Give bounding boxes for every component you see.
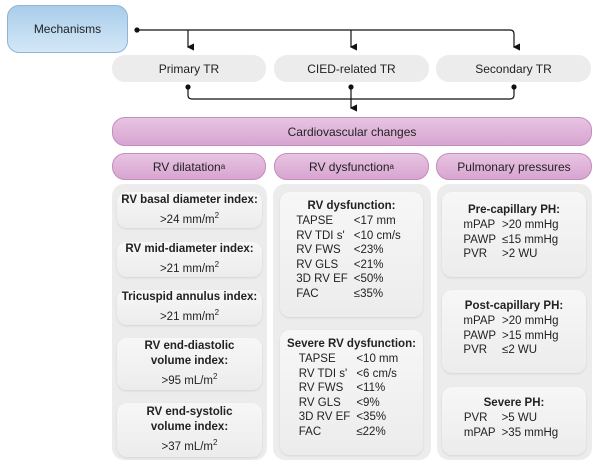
secondary-tr-box: Secondary TR (436, 55, 591, 82)
criteria-label: RV FWS (298, 382, 344, 394)
criteria-row: TAPSE <10 mm (299, 352, 404, 367)
criteria-label: RV TDI s' (296, 229, 345, 242)
dilatation-card: RV end-diastolic volume index: >95 mL/m2 (117, 338, 262, 390)
criteria-row: mPAP >35 mmHg (464, 426, 564, 441)
criteria-row: mPAP >20 mmHg (463, 218, 564, 233)
arrow-secondary (137, 29, 520, 51)
dilatation-card: Tricuspid annulus index: >21 mm/m2 (117, 290, 262, 325)
criteria-label: RV GLS (296, 258, 339, 271)
criteria-value: <11% (356, 382, 386, 394)
criteria-row: PVR >5 WU (464, 411, 564, 426)
criteria-label: PVR (463, 344, 488, 356)
criteria-label: FAC (296, 287, 319, 300)
pulmonary-pressures-header: Pulmonary pressures (436, 153, 592, 180)
criteria-label: PVR (463, 248, 488, 260)
criteria-row: RV TDI s' <10 cm/s (296, 229, 407, 244)
criteria-row: FAC ≤22% (299, 425, 404, 440)
criteria-label: mPAP (463, 315, 496, 327)
criteria-label: mPAP (463, 219, 496, 231)
criteria-value: <21% (353, 258, 384, 271)
rv-dysfunction-card: RV dysfunction: TAPSE <17 mm RV TDI s' <10 … (280, 192, 423, 317)
criteria-row: RV GLS <9% (299, 396, 404, 411)
criteria-label: 3D RV EF (296, 273, 348, 285)
criteria-row: 3D RV EF <50% (296, 272, 407, 287)
criteria-value: ≤2 WU (502, 344, 538, 356)
criteria-row: PAWP >15 mmHg (463, 329, 564, 344)
pre-capillary-card: Pre-capillary PH: mPAP >20 mmHg PAWP ≤15 mmH… (442, 192, 586, 277)
card-title: RV dysfunction: (307, 200, 396, 212)
criteria-row: FAC ≤35% (296, 287, 407, 302)
criteria-row: mPAP >20 mmHg (463, 314, 564, 329)
criteria-value: >20 mmHg (502, 219, 559, 231)
rv-dysfunction-header: RV dysfunction a (274, 153, 429, 180)
criteria-label: RV FWS (296, 244, 341, 256)
criteria-label: 3D RV EF (298, 411, 351, 423)
criteria-row: RV GLS <21% (296, 258, 407, 273)
criteria-value: ≤35% (353, 287, 384, 300)
criteria-value: <35% (356, 411, 387, 423)
criteria-row: PVR ≤2 WU (463, 343, 564, 358)
criteria-label: FAC (298, 425, 322, 438)
dilatation-card: RV mid-diameter index: >21 mm/m2 (117, 242, 262, 277)
criteria-row: RV FWS <11% (299, 381, 404, 396)
criteria-label: PAWP (463, 329, 497, 342)
mechanisms-box: Mechanisms (7, 5, 128, 53)
card-title: Post-capillary PH: (464, 300, 564, 312)
criteria-value: <6 cm/s (356, 367, 397, 380)
post-capillary-card: Post-capillary PH: mPAP >20 mmHg PAWP >15 mm… (442, 290, 586, 373)
criteria-label: RV TDI s' (298, 367, 348, 380)
primary-tr-box: Primary TR (112, 55, 266, 82)
card-title: Severe RV dysfunction: (287, 338, 416, 350)
criteria-row: PAWP ≤15 mmHg (463, 233, 564, 248)
criteria-value: >5 WU (501, 412, 538, 424)
criteria-row: RV FWS <23% (296, 243, 407, 258)
criteria-value: <10 cm/s (353, 229, 401, 242)
dilatation-card: RV end-systolic volume index: >37 mL/m2 (117, 403, 262, 457)
criteria-value: ≤15 mmHg (502, 233, 559, 246)
card-title: Pre-capillary PH: (467, 204, 561, 216)
card-title: Severe PH: (483, 397, 545, 409)
criteria-value: >15 mmHg (502, 329, 559, 342)
criteria-row: RV TDI s' <6 cm/s (299, 367, 404, 382)
criteria-value: >20 mmHg (502, 315, 559, 327)
cied-tr-box: CIED-related TR (274, 55, 429, 82)
criteria-label: RV GLS (298, 396, 341, 409)
dilatation-card: RV basal diameter index: >24 mm/m2 (117, 192, 262, 228)
severe-rv-dysfunction-card: Severe RV dysfunction: TAPSE <10 mm RV TDI… (280, 330, 423, 455)
criteria-value: <9% (356, 396, 380, 409)
criteria-label: TAPSE (298, 353, 336, 365)
criteria-row: PVR >2 WU (463, 247, 564, 262)
criteria-row: 3D RV EF <35% (299, 410, 404, 425)
criteria-value: >2 WU (502, 248, 538, 260)
criteria-row: TAPSE <17 mm (296, 214, 407, 229)
rv-dilatation-header: RV dilatation a (112, 153, 266, 180)
severe-ph-card: Severe PH: PVR >5 WU mPAP >35 mmHg (442, 387, 586, 455)
criteria-value: <17 mm (353, 215, 396, 227)
criteria-label: PAWP (463, 233, 497, 246)
criteria-label: TAPSE (296, 215, 334, 227)
criteria-label: PVR (463, 412, 488, 424)
criteria-value: ≤22% (356, 425, 386, 438)
criteria-value: <10 mm (356, 353, 399, 365)
criteria-value: <50% (353, 273, 384, 285)
cardiovascular-changes-box: Cardiovascular changes (112, 117, 592, 146)
criteria-value: <23% (353, 244, 384, 256)
criteria-label: mPAP (463, 426, 496, 439)
criteria-value: >35 mmHg (501, 426, 559, 439)
